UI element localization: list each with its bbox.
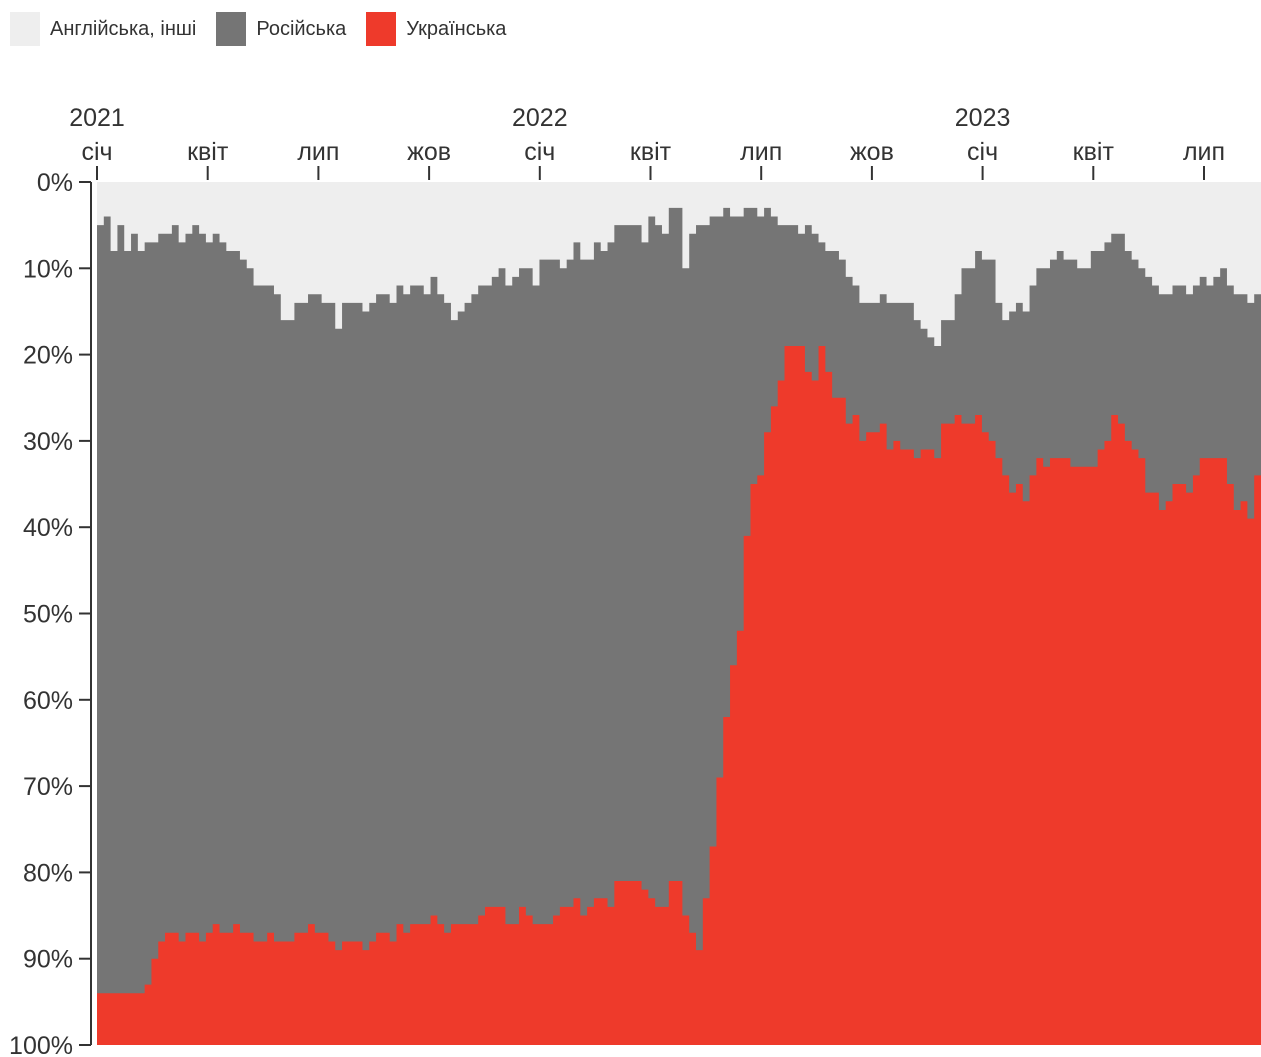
y-tick-label-7: 70% <box>23 773 73 801</box>
legend-swatch-ukrainian <box>366 12 397 46</box>
x-tick-label-1: квіт <box>187 138 229 166</box>
x-tick-label-3: жов <box>407 138 451 166</box>
legend-swatch-russian <box>216 12 247 46</box>
legend-item-english-other: Англійська, інші <box>10 12 196 46</box>
legend: Англійська, інші Російська Українська <box>10 12 526 46</box>
x-year-label-4: 2022 <box>512 104 568 132</box>
y-tick-label-6: 60% <box>23 687 73 715</box>
x-tick-label-8: січ <box>967 138 998 166</box>
y-tick-label-5: 50% <box>23 601 73 629</box>
y-tick-label-3: 30% <box>23 428 73 456</box>
y-tick-label-10: 100% <box>9 1032 73 1057</box>
legend-item-russian: Російська <box>216 12 346 46</box>
x-tick-label-0: січ <box>81 138 112 166</box>
legend-label-english-other: Англійська, інші <box>50 17 197 40</box>
x-year-label-0: 2021 <box>69 104 125 132</box>
legend-swatch-english-other <box>10 12 40 46</box>
x-tick-label-4: січ <box>524 138 555 166</box>
series-english-other-area <box>97 182 1261 346</box>
x-tick-label-9: квіт <box>1073 138 1115 166</box>
y-tick-label-0: 0% <box>37 169 73 197</box>
x-tick-label-2: лип <box>297 138 339 166</box>
x-tick-label-5: квіт <box>630 138 672 166</box>
legend-label-ukrainian: Українська <box>406 17 507 40</box>
x-year-label-8: 2023 <box>955 104 1011 132</box>
legend-label-russian: Російська <box>256 17 347 40</box>
legend-item-ukrainian: Українська <box>366 12 506 46</box>
x-tick-label-10: лип <box>1183 138 1225 166</box>
x-tick-label-7: жов <box>850 138 894 166</box>
x-tick-label-6: лип <box>740 138 782 166</box>
y-tick-label-9: 90% <box>23 946 73 974</box>
y-tick-label-4: 40% <box>23 514 73 542</box>
series-russian-area <box>97 182 1261 994</box>
y-tick-label-8: 80% <box>23 859 73 887</box>
y-tick-label-2: 20% <box>23 342 73 370</box>
y-tick-label-1: 10% <box>23 255 73 283</box>
